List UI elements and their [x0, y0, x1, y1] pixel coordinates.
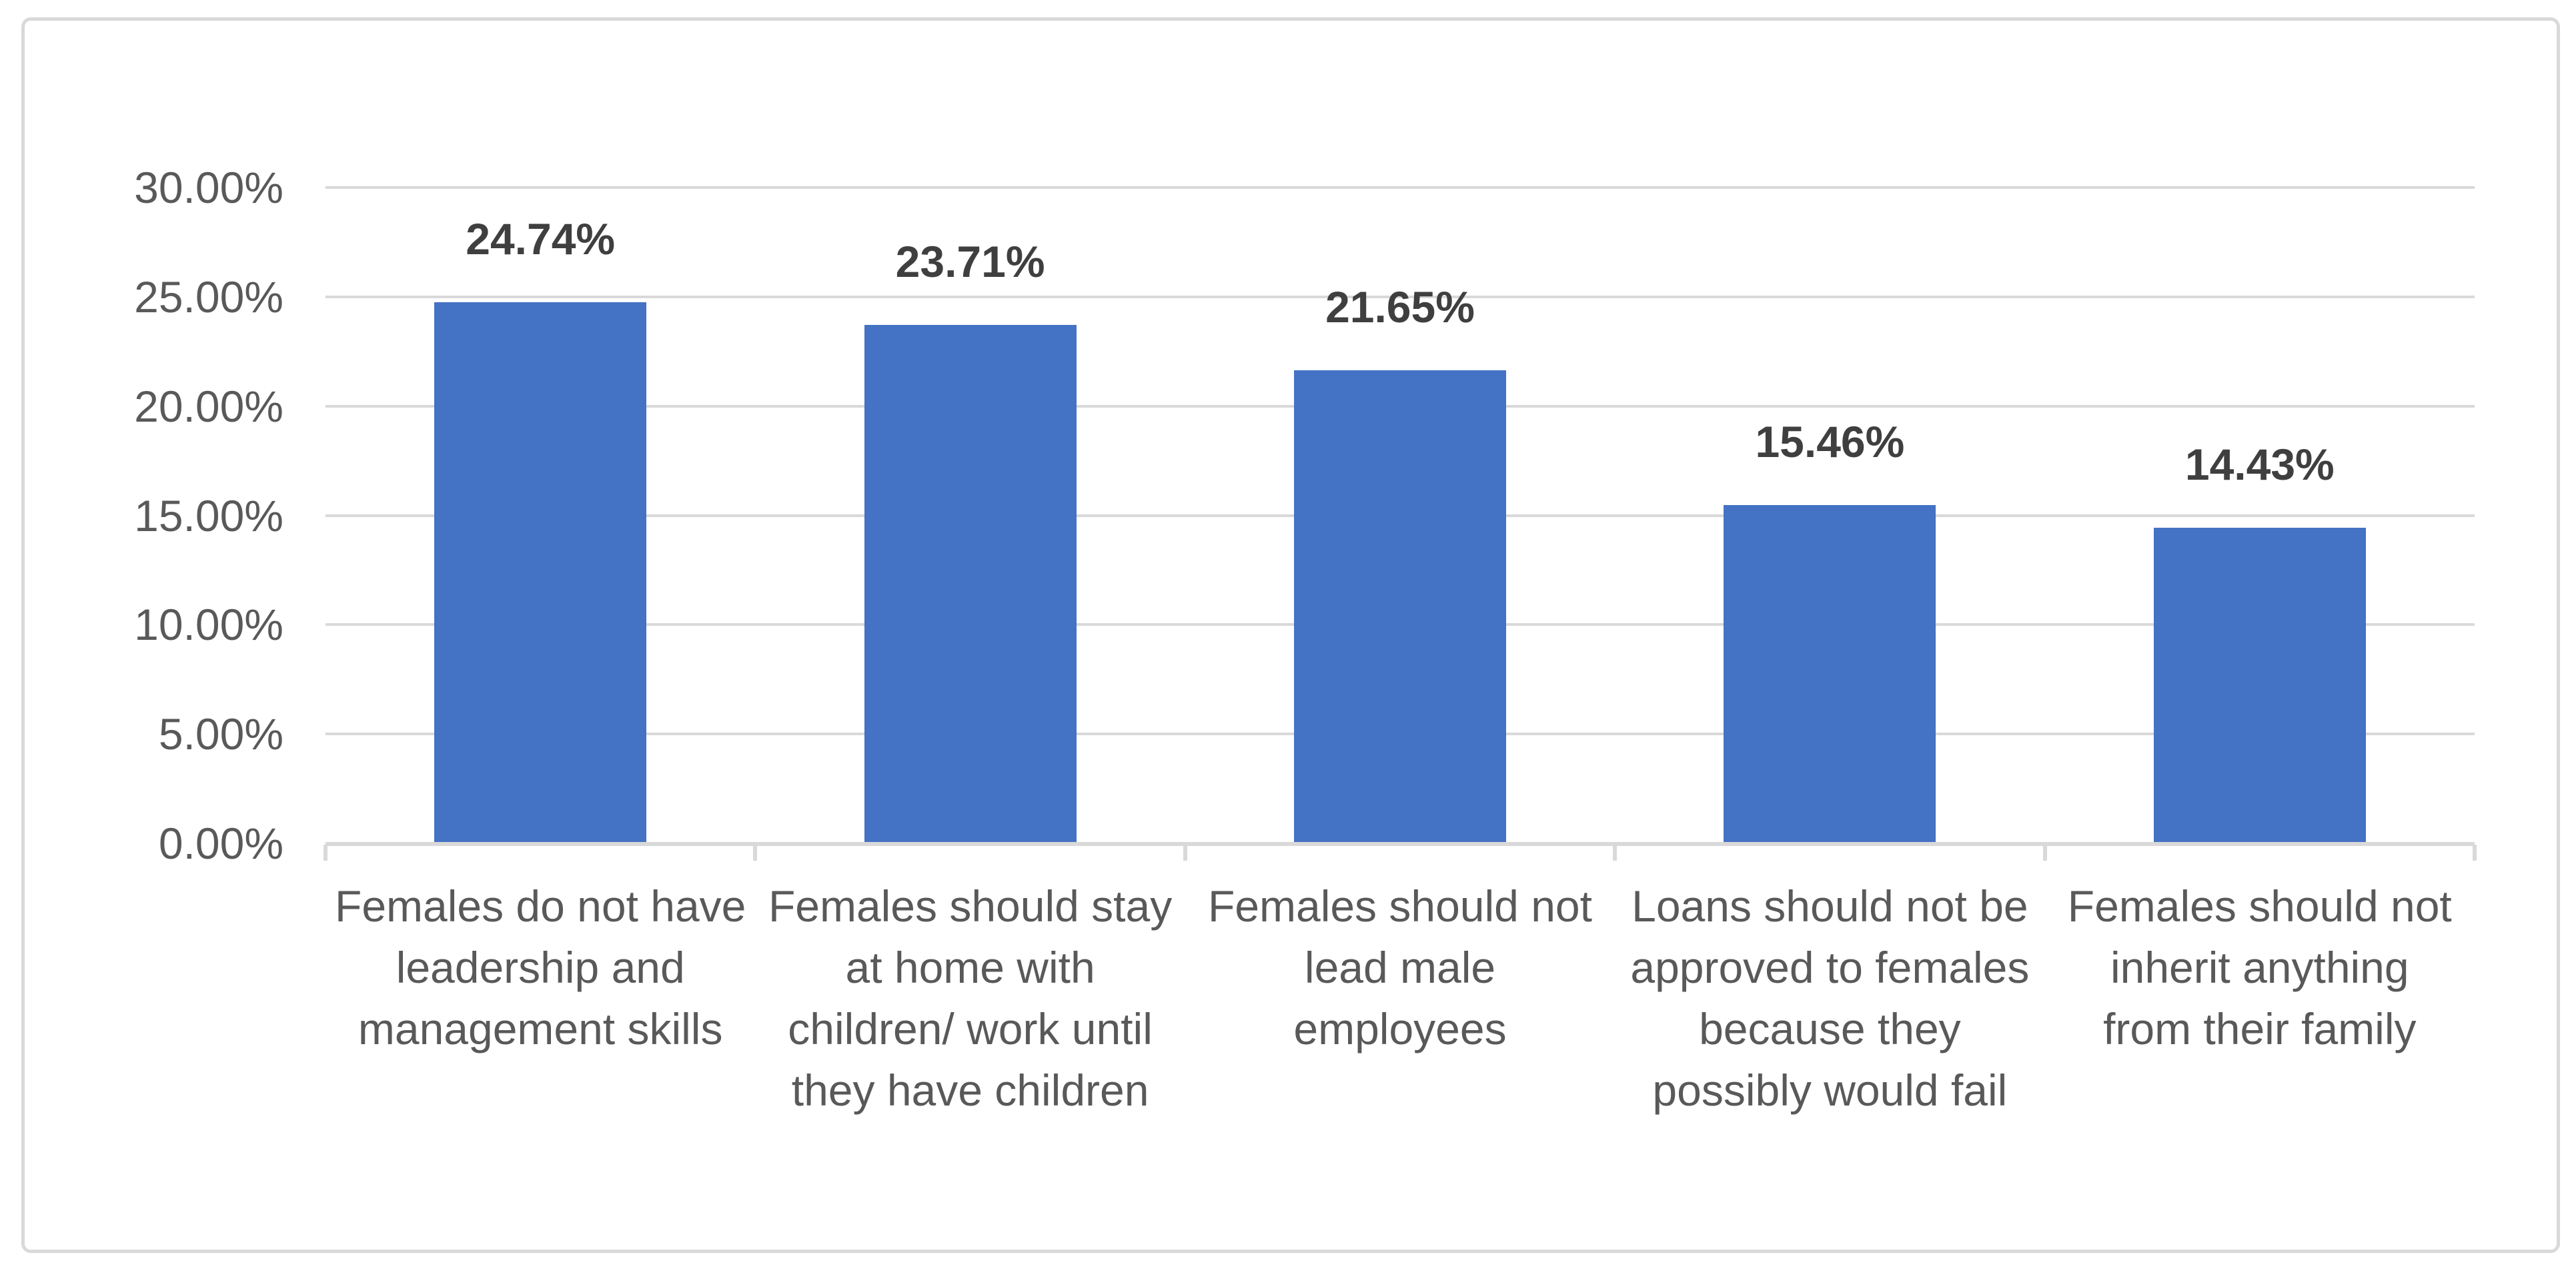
x-axis-tick	[324, 845, 328, 861]
bar[interactable]	[434, 302, 647, 843]
category-label: Loans should not be approved to females …	[1630, 881, 2030, 1115]
bar[interactable]	[1294, 370, 1506, 843]
bar-value-label: 15.46%	[1755, 417, 1905, 467]
y-tick-label: 10.00%	[134, 600, 283, 650]
category-label: Females should not inherit anything from…	[2067, 881, 2452, 1054]
y-tick-label: 5.00%	[158, 709, 283, 759]
category-label: Females do not have leadership and manag…	[335, 881, 746, 1054]
y-tick-label: 0.00%	[158, 819, 283, 868]
x-axis-line	[326, 842, 2475, 846]
y-tick-label: 15.00%	[134, 490, 283, 540]
gridline	[326, 186, 2475, 189]
bar-value-label: 23.71%	[895, 237, 1045, 287]
x-axis-tick	[753, 845, 758, 861]
y-tick-label: 20.00%	[134, 381, 283, 431]
x-axis-tick	[2042, 845, 2047, 861]
category-label: Females should stay at home with childre…	[768, 881, 1173, 1115]
bar-value-label: 14.43%	[2184, 440, 2335, 490]
bar[interactable]	[1724, 505, 1936, 843]
bar[interactable]	[864, 325, 1077, 843]
bar-value-label: 24.74%	[466, 214, 616, 264]
gridline	[326, 295, 2475, 298]
bar-value-label: 21.65%	[1325, 282, 1475, 332]
bar[interactable]	[2153, 528, 2366, 843]
y-tick-label: 25.00%	[134, 272, 283, 322]
x-axis-tick	[2473, 845, 2477, 861]
category-label: Females should not lead male employees	[1207, 881, 1592, 1054]
y-tick-label: 30.00%	[134, 163, 283, 212]
x-axis-tick	[1613, 845, 1618, 861]
x-axis-tick	[1183, 845, 1187, 861]
